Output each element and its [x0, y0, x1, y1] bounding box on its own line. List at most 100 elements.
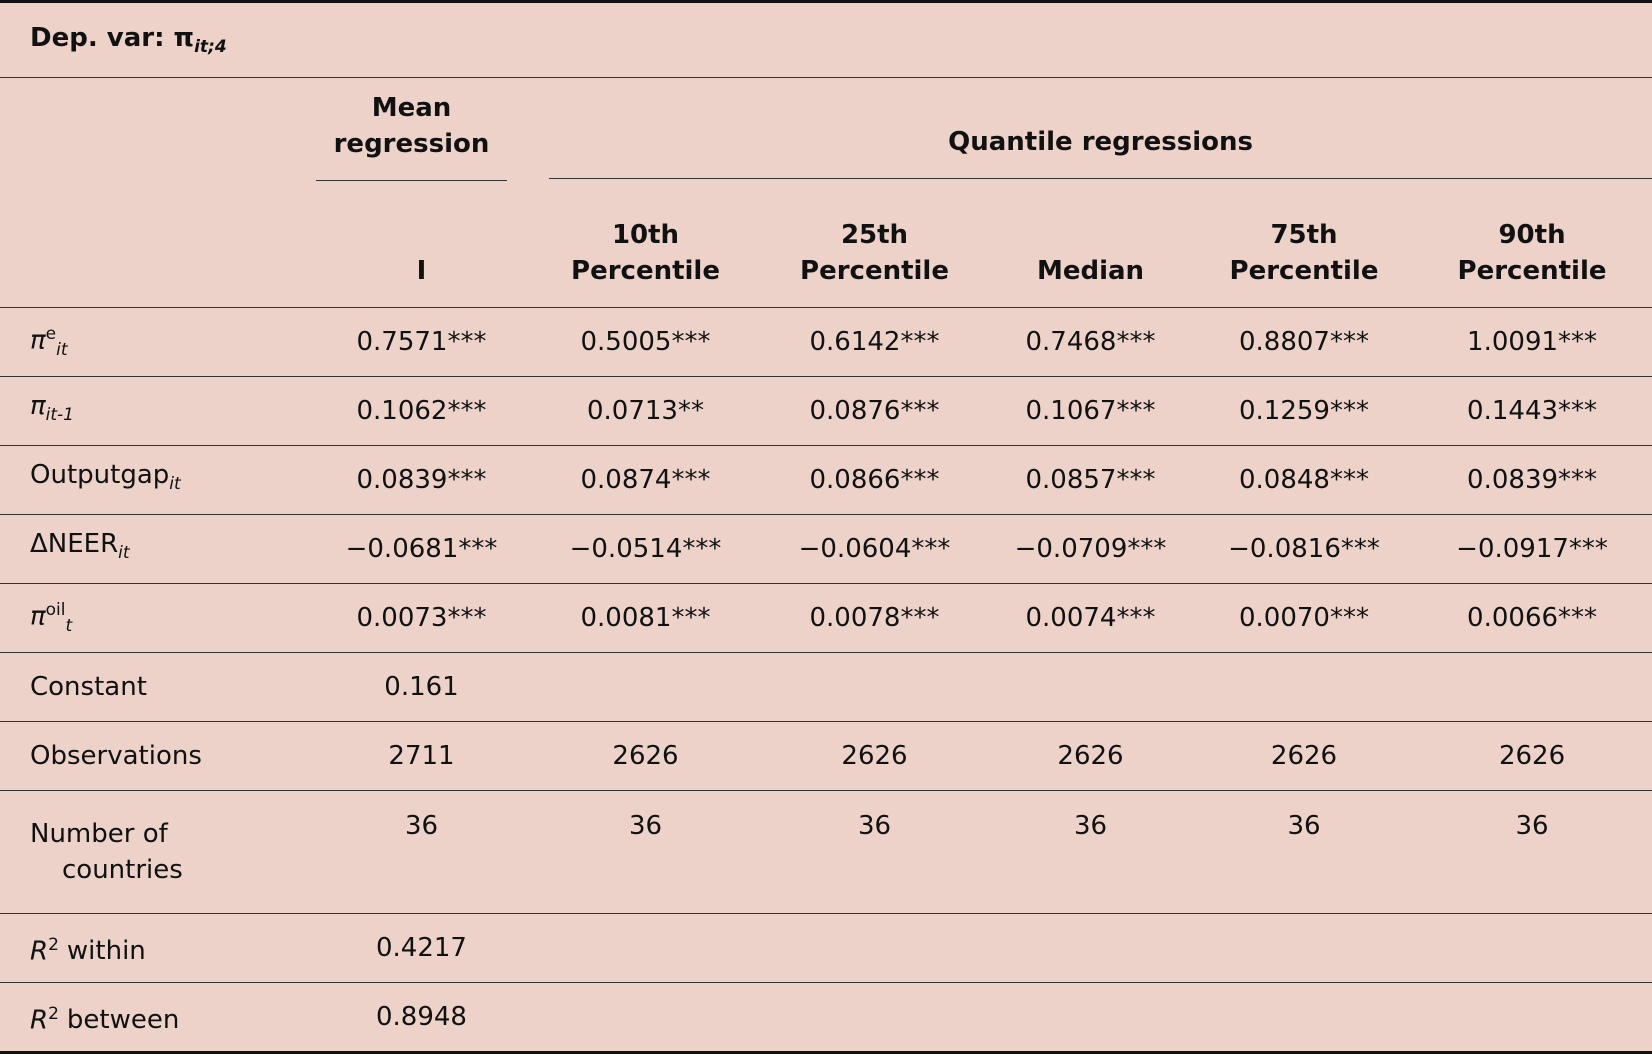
label-base: Number of countries — [30, 819, 183, 885]
cell: 2626 — [764, 721, 985, 791]
empty-cell — [985, 652, 1196, 722]
cell: 0.0078*** — [764, 583, 985, 653]
cell: 0.0713** — [527, 376, 764, 446]
blank-header — [0, 181, 316, 308]
column-label: 10th Percentile — [571, 220, 720, 286]
row-label: R2 within — [0, 913, 316, 983]
cell: 0.1259*** — [1196, 376, 1412, 446]
label-base: π — [30, 391, 46, 422]
empty-cell — [985, 983, 1196, 1053]
cell: 2626 — [985, 721, 1196, 791]
table-row: πeit 0.7571*** 0.5005*** 0.6142*** 0.7468***… — [0, 307, 1652, 377]
cell: 0.6142*** — [764, 307, 985, 377]
cell: 36 — [1412, 790, 1652, 914]
label-base: π — [30, 601, 46, 632]
label-base: Observations — [30, 741, 202, 771]
column-header: 75th Percentile — [1196, 181, 1412, 308]
row-label: πoilt — [0, 583, 316, 653]
cell: −0.0681*** — [316, 514, 527, 584]
label-superscript: e — [45, 324, 57, 345]
cell: 0.7571*** — [316, 307, 527, 377]
column-header: 25th Percentile — [764, 181, 985, 308]
cell: 2626 — [1412, 721, 1652, 791]
cell: 0.0874*** — [527, 445, 764, 515]
label-wrap: Constant — [30, 669, 147, 705]
table-row: πit-1 0.1062*** 0.0713** 0.0876*** 0.1067***… — [0, 376, 1652, 446]
label-superscript: 2 — [48, 934, 59, 955]
cell: 36 — [1196, 790, 1412, 914]
column-label: 25th Percentile — [800, 220, 949, 286]
empty-cell — [527, 983, 764, 1053]
cell: 0.5005*** — [527, 307, 764, 377]
table-row: Number of countries 36 36 36 36 36 36 — [0, 790, 1652, 914]
column-label: 75th Percentile — [1229, 220, 1379, 286]
table-row: ΔNEERit −0.0681*** −0.0514*** −0.0604*** −0.… — [0, 514, 1652, 584]
label-text: between — [66, 1005, 180, 1036]
table-row: Constant 0.161 — [0, 652, 1652, 722]
row-label: Constant — [0, 652, 316, 722]
label-base: Constant — [30, 672, 147, 702]
label-base: R — [30, 1005, 49, 1036]
cell: 0.0081*** — [527, 583, 764, 653]
table-row: R2 within 0.4217 — [0, 913, 1652, 983]
cell: 0.1443*** — [1412, 376, 1652, 446]
cell: 0.0848*** — [1196, 445, 1412, 515]
group-header: Quantile regressions — [527, 78, 1652, 182]
table-row: πoilt 0.0073*** 0.0081*** 0.0078*** 0.0074**… — [0, 583, 1652, 653]
cell: −0.0816*** — [1196, 514, 1412, 584]
label-superscript: oil — [45, 600, 66, 621]
row-label: ΔNEERit — [0, 514, 316, 584]
column-header: 10th Percentile — [527, 181, 764, 308]
column-label: 90th Percentile — [1457, 220, 1607, 286]
column-label: Median — [1036, 256, 1145, 286]
empty-cell — [527, 652, 764, 722]
row-label: Observations — [0, 721, 316, 791]
cell: 0.4217 — [316, 913, 527, 983]
cell: 0.8807*** — [1196, 307, 1412, 377]
cell: 0.0876*** — [764, 376, 985, 446]
label-base: ΔNEER — [30, 529, 119, 560]
cell: 0.0066*** — [1412, 583, 1652, 653]
cell: −0.0514*** — [527, 514, 764, 584]
cell: 0.0839*** — [1412, 445, 1652, 515]
cell: 2626 — [1196, 721, 1412, 791]
table-row: R2 between 0.8948 — [0, 983, 1652, 1053]
label-base: R — [30, 936, 49, 967]
label-wrap: Number of countries — [30, 816, 242, 888]
empty-cell — [764, 652, 985, 722]
mean-regression-header: Mean regression — [316, 78, 507, 181]
blank-header — [0, 78, 316, 182]
label-subscript: it — [118, 543, 130, 564]
empty-cell — [764, 983, 985, 1053]
empty-cell — [1196, 913, 1412, 983]
column-header: I — [316, 181, 527, 308]
label-wrap: ΔNEERit — [30, 526, 130, 571]
empty-cell — [1196, 652, 1412, 722]
table-row: Observations 2711 2626 2626 2626 2626 2626 — [0, 721, 1652, 791]
empty-cell — [1196, 983, 1412, 1053]
label-text: within — [66, 936, 146, 967]
cell: 1.0091*** — [1412, 307, 1652, 377]
title-text: Dep. var: — [30, 22, 165, 53]
cell: 0.0073*** — [316, 583, 527, 653]
cell: −0.0604*** — [764, 514, 985, 584]
group-header: Mean regression — [316, 78, 527, 181]
cell: 0.0857*** — [985, 445, 1196, 515]
label-base: Outputgap — [30, 460, 170, 491]
cell: 2711 — [316, 721, 527, 791]
cell: 0.0074*** — [985, 583, 1196, 653]
row-label: R2 between — [0, 983, 316, 1053]
table-title: Dep. var: πit;4 — [0, 1, 1652, 78]
cell: 0.8948 — [376, 1002, 467, 1032]
row-label: Outputgapit — [0, 445, 316, 515]
cell: 36 — [316, 790, 527, 914]
label-subscript: it-1 — [45, 405, 74, 426]
empty-cell — [985, 913, 1196, 983]
cell: 0.7468*** — [985, 307, 1196, 377]
cell: 36 — [985, 790, 1196, 914]
empty-cell — [1412, 913, 1652, 983]
label-wrap: πeit — [30, 316, 68, 368]
label-base: π — [30, 325, 46, 356]
